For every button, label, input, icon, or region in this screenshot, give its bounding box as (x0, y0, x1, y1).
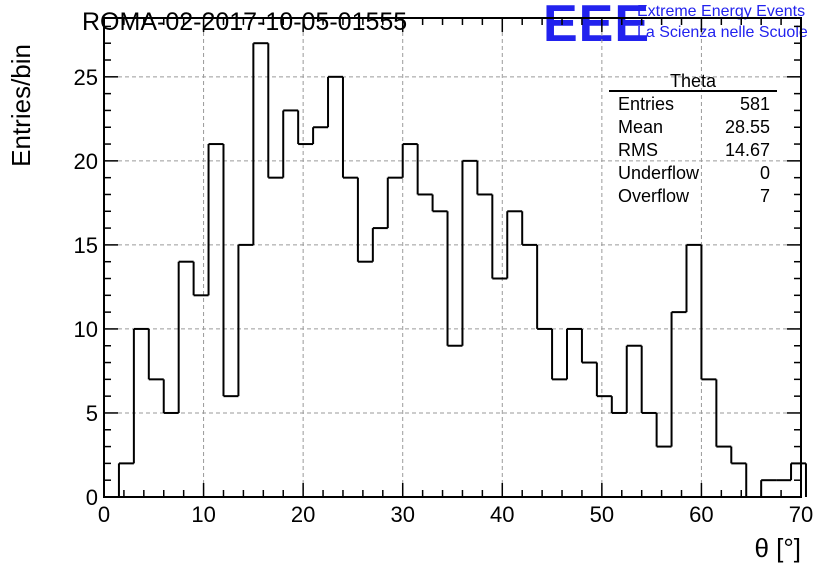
stats-value-entries: 581 (740, 94, 770, 114)
y-tick-label: 10 (74, 317, 98, 342)
stats-label-rms: RMS (618, 140, 658, 160)
x-tick-label: 70 (789, 502, 813, 527)
x-tick-label: 20 (291, 502, 315, 527)
stats-value-overflow: 7 (760, 186, 770, 206)
y-tick-label: 15 (74, 233, 98, 258)
stats-value-underflow: 0 (760, 163, 770, 183)
x-tick-label: 10 (191, 502, 215, 527)
stats-box: Theta Entries 581 Mean 28.55 RMS 14.67 U… (609, 71, 777, 206)
axis-ticks (103, 18, 802, 498)
plot-frame (103, 17, 802, 498)
x-tick-label: 40 (490, 502, 514, 527)
y-tick-label: 0 (86, 485, 98, 510)
logo-caption-line1: Extreme Energy Events (637, 3, 806, 20)
stats-label-entries: Entries (618, 94, 674, 114)
stats-label-overflow: Overflow (618, 186, 690, 206)
axes-frame (103, 17, 802, 498)
stats-label-mean: Mean (618, 117, 663, 137)
x-axis-title: θ [°] (754, 533, 801, 563)
eee-logo: EEE (543, 0, 651, 53)
y-tick-label: 20 (74, 149, 98, 174)
stats-label-underflow: Underflow (618, 163, 700, 183)
x-tick-label: 0 (98, 502, 110, 527)
stats-value-rms: 14.67 (725, 140, 770, 160)
y-tick-label: 5 (86, 401, 98, 426)
x-tick-label: 30 (390, 502, 414, 527)
y-tick-label: 25 (74, 65, 98, 90)
logo-caption-line2: La Scienza nelle Scuole (637, 24, 808, 41)
y-axis-title: Entries/bin (6, 44, 36, 167)
chart-title: ROMA-02-2017-10-05-01555 (82, 8, 408, 36)
x-tick-label: 60 (689, 502, 713, 527)
stats-value-mean: 28.55 (725, 117, 770, 137)
histogram-layer (117, 42, 807, 498)
x-tick-label: 50 (590, 502, 614, 527)
stats-title: Theta (670, 71, 717, 91)
